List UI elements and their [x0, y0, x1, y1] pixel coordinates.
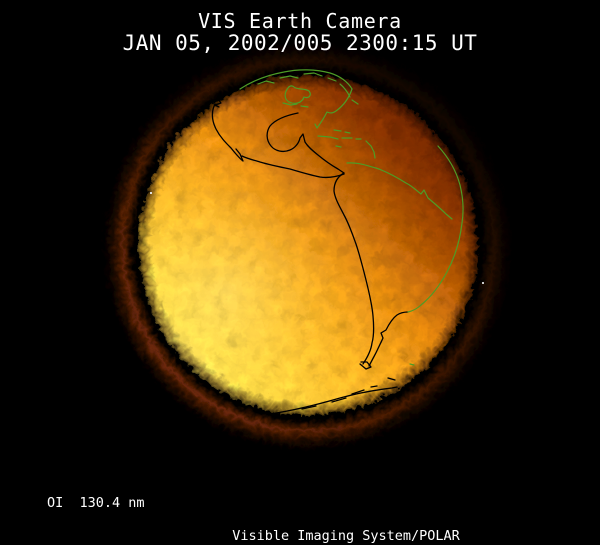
wavelength-label: OI 130.4 nm [47, 495, 145, 511]
coast-arctic-archipelago [257, 72, 337, 85]
coastlines-dayside-black [211, 98, 409, 415]
timestamp: JAN 05, 2002/005 2300:15 UT [122, 31, 478, 55]
earth-globe [101, 38, 511, 448]
coast-antarctic-peninsula [269, 386, 398, 415]
coast-south-america-west [333, 172, 375, 365]
coast-tierra-del-fuego [359, 361, 372, 370]
page-title: VIS Earth Camera [198, 9, 402, 33]
coast-south-america-north [346, 162, 453, 220]
hot-pixel [150, 192, 152, 194]
hot-pixel [482, 282, 484, 284]
coast-us-east-florida [314, 88, 353, 129]
coast-falkland-mark [409, 363, 415, 366]
coast-argentina-east [368, 311, 409, 367]
hot-pixels [150, 192, 484, 284]
coast-hudson-bay [284, 85, 311, 104]
coastlines-nightside-green [239, 69, 464, 366]
limb-darkening [136, 73, 476, 413]
coast-great-lakes [282, 102, 309, 108]
coast-caribbean-islands [317, 129, 376, 159]
coast-alaska-mark [211, 98, 222, 108]
coast-gulf-of-mexico [266, 112, 345, 174]
credits: Visible Imaging System/POLAR The Univers… [216, 493, 476, 545]
coast-brazil-east [407, 145, 464, 313]
coast-southern-islands [301, 377, 396, 410]
credit-instrument: Visible Imaging System/POLAR [232, 528, 460, 544]
coast-west-north-america [211, 103, 345, 179]
coast-arctic-canada [239, 69, 353, 90]
